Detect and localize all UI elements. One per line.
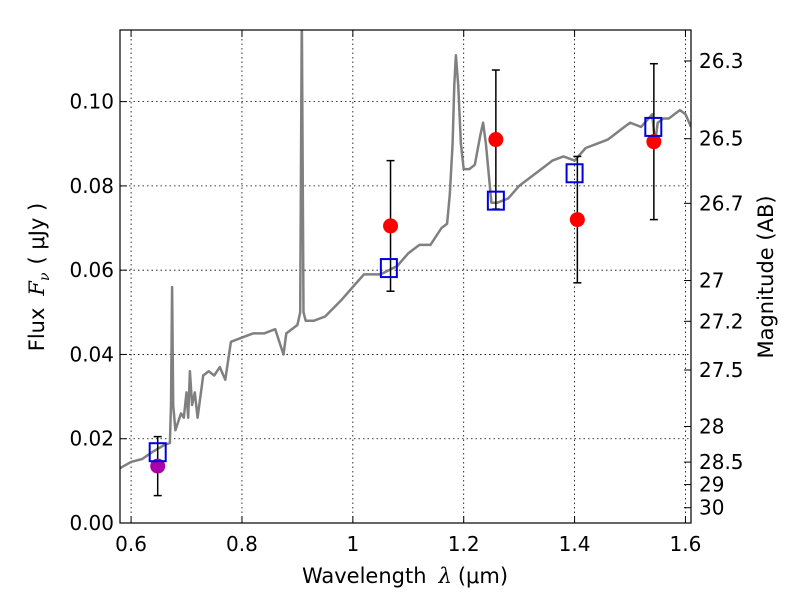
ticks: 0.6 0.8 1 1.2 1.4 1.6 0.00 0.02 0.04 0.06 0.08 0.10…: [69, 30, 744, 556]
y2-tick-label: 28.5: [699, 450, 744, 474]
grid: [120, 30, 691, 524]
model-photometry-square: [148, 442, 167, 463]
y2-tick-label: 26.3: [699, 49, 744, 73]
model-photometry-square: [644, 116, 663, 137]
plot-area: [120, 30, 691, 497]
x-axis-label: Wavelength λ (μm): [302, 564, 508, 588]
y-tick-label: 0.08: [69, 174, 114, 198]
model-photometry-square: [379, 258, 398, 279]
x-tick-label: 1.2: [448, 532, 480, 556]
plot-frame: [119, 29, 692, 524]
y-tick-label: 0.10: [69, 90, 114, 114]
model-photometry-square: [565, 163, 584, 184]
y2-tick-label: 26.7: [699, 191, 744, 215]
y2-tick-label: 28: [699, 414, 724, 438]
model-spectrum-line: [120, 30, 691, 470]
observed-point: [646, 134, 662, 150]
y2-tick-label: 27.2: [699, 309, 744, 333]
y2-axis-label: Magnitude (AB): [754, 195, 778, 358]
y-tick-label: 0.00: [69, 511, 114, 535]
observed-point: [383, 218, 399, 234]
y2-tick-label: 30: [699, 496, 724, 520]
y-tick-label: 0.02: [69, 427, 114, 451]
x-tick-label: 1: [346, 532, 359, 556]
x-tick-label: 1.6: [670, 532, 702, 556]
observed-point: [488, 132, 504, 148]
y2-tick-label: 27: [699, 269, 724, 293]
dropout-point: [150, 458, 166, 474]
model-photometry-square: [486, 190, 505, 211]
y2-tick-label: 29: [699, 473, 724, 497]
y2-tick-label: 26.5: [699, 127, 744, 151]
observed-point: [569, 212, 585, 228]
y2-tick-label: 27.5: [699, 358, 744, 382]
x-tick-label: 0.6: [115, 532, 147, 556]
x-tick-label: 1.4: [559, 532, 591, 556]
y-tick-label: 0.04: [69, 342, 114, 366]
y-tick-label: 0.06: [69, 258, 114, 282]
y-axis-label: FluxFν( μJy ): [25, 203, 53, 351]
x-tick-label: 0.8: [226, 532, 258, 556]
